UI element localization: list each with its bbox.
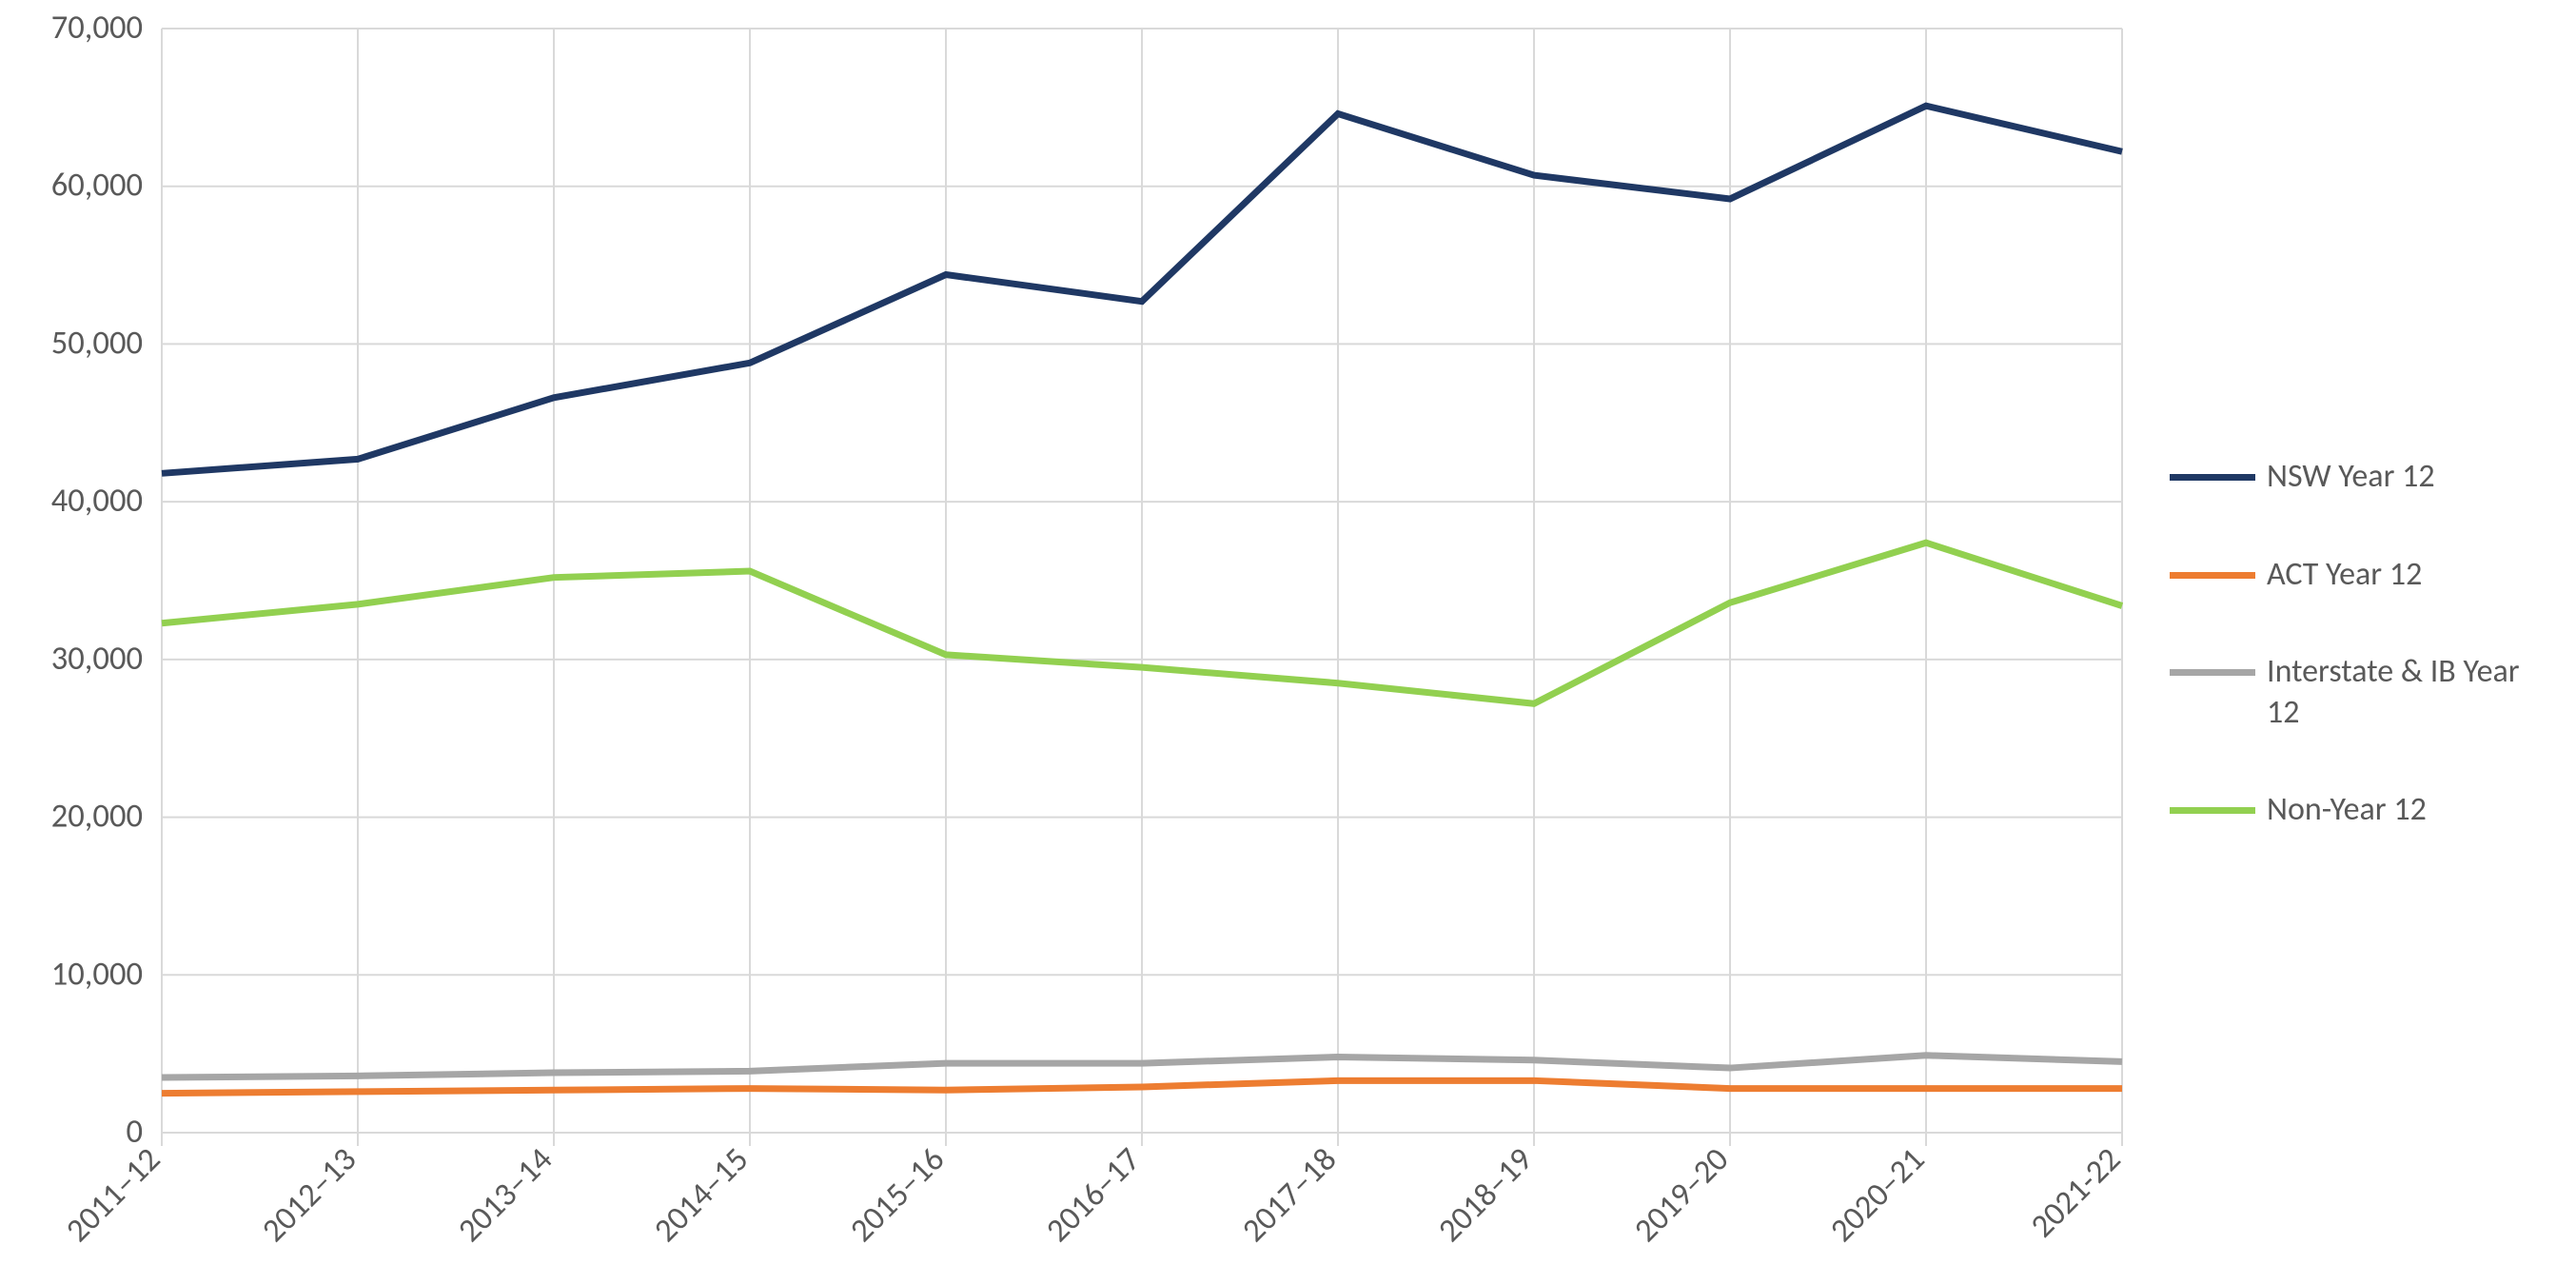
x-tick-label: 2013–14: [450, 1139, 560, 1250]
legend-item: NSW Year 12: [2170, 457, 2569, 498]
legend-swatch: [2170, 474, 2255, 481]
legend-label: Interstate & IB Year 12: [2267, 652, 2552, 733]
x-tick-label: 2015–16: [842, 1139, 953, 1250]
legend-label: NSW Year 12: [2267, 457, 2435, 498]
legend-item: Interstate & IB Year 12: [2170, 652, 2569, 733]
legend-swatch: [2170, 807, 2255, 814]
legend-item: Non-Year 12: [2170, 790, 2569, 831]
x-tick-label: 2012–13: [254, 1139, 364, 1250]
x-tick-label: 2017–18: [1234, 1139, 1345, 1250]
y-tick-label: 70,000: [51, 8, 143, 48]
x-tick-label: 2021-22: [2023, 1139, 2130, 1246]
y-tick-label: 50,000: [51, 323, 143, 363]
y-tick-label: 10,000: [51, 954, 143, 994]
legend: NSW Year 12 ACT Year 12 Interstate & IB Ye…: [2170, 457, 2569, 888]
legend-label: ACT Year 12: [2267, 555, 2422, 596]
x-tick-label: 2018–19: [1430, 1139, 1541, 1250]
x-tick-label: 2014–15: [646, 1139, 757, 1250]
x-tick-label: 2016–17: [1038, 1139, 1149, 1250]
y-tick-label: 60,000: [51, 166, 143, 206]
x-tick-label: 2011–12: [58, 1139, 168, 1250]
x-tick-label: 2020–21: [1822, 1139, 1933, 1250]
chart-stage: 010,00020,00030,00040,00050,00060,00070,…: [0, 0, 2576, 1284]
legend-label: Non-Year 12: [2267, 790, 2427, 831]
y-tick-label: 20,000: [51, 797, 143, 837]
legend-swatch: [2170, 669, 2255, 676]
x-tick-label: 2019–20: [1626, 1139, 1737, 1250]
y-tick-label: 40,000: [51, 481, 143, 521]
legend-swatch: [2170, 572, 2255, 579]
legend-item: ACT Year 12: [2170, 555, 2569, 596]
y-tick-label: 30,000: [51, 639, 143, 679]
